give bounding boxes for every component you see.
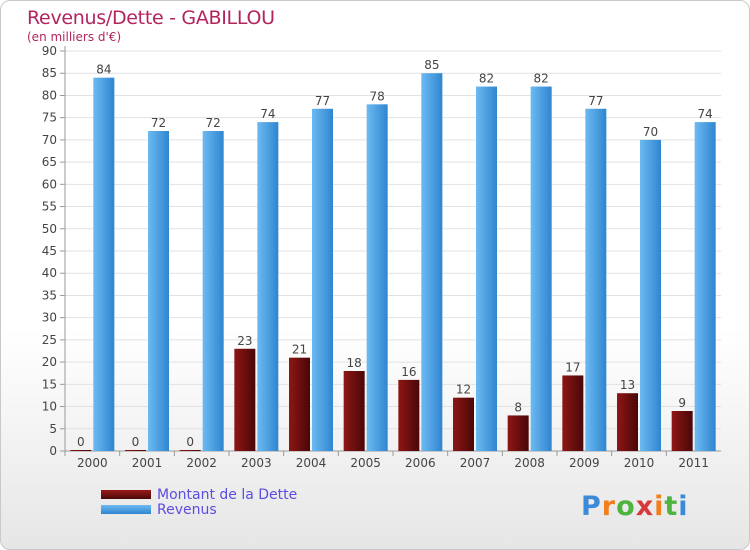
data-label-revenue: 72 xyxy=(206,116,221,130)
y-tick-label: 15 xyxy=(42,377,57,391)
data-label-debt: 18 xyxy=(347,356,362,370)
chart-title: Revenus/Dette - GABILLOU xyxy=(27,7,275,29)
bar-revenue xyxy=(694,122,716,451)
bar-revenue xyxy=(93,77,115,452)
y-tick-label: 90 xyxy=(42,44,57,58)
y-tick-label: 80 xyxy=(42,88,57,102)
legend-label-debt: Montant de la Dette xyxy=(157,486,298,503)
bar-revenue xyxy=(312,108,333,452)
y-tick-label: 30 xyxy=(42,311,57,325)
legend-item-debt: Montant de la Dette xyxy=(101,486,298,503)
data-label-revenue: 77 xyxy=(588,94,603,108)
data-label-revenue: 77 xyxy=(315,94,330,108)
legend: Montant de la Dette Revenus xyxy=(101,486,298,518)
y-tick-label: 25 xyxy=(42,333,57,347)
bar-debt xyxy=(562,375,584,451)
bar-revenue xyxy=(421,73,443,451)
chart-subtitle: (en milliers d'€) xyxy=(27,30,122,44)
x-tick-label: 2011 xyxy=(678,456,709,470)
data-label-debt: 0 xyxy=(132,435,140,449)
bar-debt xyxy=(125,450,146,451)
data-label-debt: 12 xyxy=(456,383,471,397)
legend-label-revenue: Revenus xyxy=(157,501,217,518)
data-label-revenue: 82 xyxy=(479,72,494,86)
y-tick-label: 10 xyxy=(42,400,57,414)
x-tick-label: 2000 xyxy=(77,456,108,470)
bar-revenue xyxy=(640,139,661,451)
x-tick-label: 2001 xyxy=(132,456,163,470)
x-tick-label: 2003 xyxy=(241,456,272,470)
data-label-revenue: 72 xyxy=(151,116,166,130)
y-tick-label: 45 xyxy=(42,244,57,258)
bar-revenue xyxy=(257,122,279,451)
data-label-debt: 8 xyxy=(514,400,522,414)
bar-debt xyxy=(179,450,201,451)
data-label-debt: 13 xyxy=(620,378,635,392)
bar-debt xyxy=(289,357,310,451)
bar-revenue xyxy=(530,86,552,452)
y-tick-label: 5 xyxy=(49,422,57,436)
x-tick-label: 2004 xyxy=(296,456,327,470)
logo-letter: r xyxy=(601,491,617,522)
data-label-debt: 9 xyxy=(678,396,686,410)
bar-revenue xyxy=(585,108,607,452)
bar-revenue xyxy=(202,131,224,451)
x-tick-label: 2008 xyxy=(514,456,545,470)
y-tick-label: 60 xyxy=(42,177,57,191)
y-tick-label: 70 xyxy=(42,133,57,147)
bar-debt xyxy=(70,450,92,451)
logo-letter: t xyxy=(664,491,679,522)
logo-letter: i xyxy=(678,491,689,522)
data-label-debt: 21 xyxy=(292,343,307,357)
bar-debt xyxy=(617,393,638,451)
data-label-debt: 17 xyxy=(565,360,580,374)
data-label-revenue: 74 xyxy=(698,107,713,121)
x-tick-label: 2009 xyxy=(569,456,600,470)
logo-letter: x xyxy=(635,491,655,522)
data-label-debt: 0 xyxy=(77,435,85,449)
x-tick-label: 2006 xyxy=(405,456,436,470)
x-tick-label: 2007 xyxy=(460,456,491,470)
y-tick-label: 50 xyxy=(42,222,57,236)
proxiti-logo: Proxiti xyxy=(581,491,689,522)
data-label-revenue: 85 xyxy=(424,58,439,72)
bar-debt xyxy=(671,411,693,451)
legend-swatch-debt xyxy=(101,490,151,499)
y-tick-label: 85 xyxy=(42,66,57,80)
x-tick-label: 2010 xyxy=(624,456,655,470)
y-tick-label: 65 xyxy=(42,155,57,169)
logo-letter: P xyxy=(581,491,602,522)
y-tick-label: 75 xyxy=(42,111,57,125)
bar-debt xyxy=(507,415,529,451)
y-tick-label: 20 xyxy=(42,355,57,369)
bar-debt xyxy=(398,379,420,451)
data-label-debt: 23 xyxy=(237,334,252,348)
logo-letter: i xyxy=(654,491,665,522)
x-tick-label: 2002 xyxy=(186,456,217,470)
data-label-revenue: 84 xyxy=(96,63,111,77)
data-label-revenue: 82 xyxy=(534,72,549,86)
bar-revenue xyxy=(148,131,169,451)
data-label-revenue: 70 xyxy=(643,125,658,139)
data-label-debt: 0 xyxy=(186,435,194,449)
bar-debt xyxy=(343,371,365,451)
data-label-revenue: 74 xyxy=(260,107,275,121)
bar-revenue xyxy=(476,86,497,452)
y-tick-label: 55 xyxy=(42,200,57,214)
legend-item-revenue: Revenus xyxy=(101,501,297,518)
y-tick-label: 0 xyxy=(49,444,57,458)
data-label-debt: 16 xyxy=(401,365,416,379)
y-tick-label: 40 xyxy=(42,266,57,280)
data-label-revenue: 78 xyxy=(370,89,385,103)
legend-swatch-revenue xyxy=(101,505,151,514)
x-tick-label: 2005 xyxy=(350,456,381,470)
y-tick-label: 35 xyxy=(42,288,57,302)
bar-debt xyxy=(453,397,474,451)
bar-revenue xyxy=(366,104,388,451)
logo-letter: o xyxy=(616,491,636,522)
bar-debt xyxy=(234,348,256,451)
